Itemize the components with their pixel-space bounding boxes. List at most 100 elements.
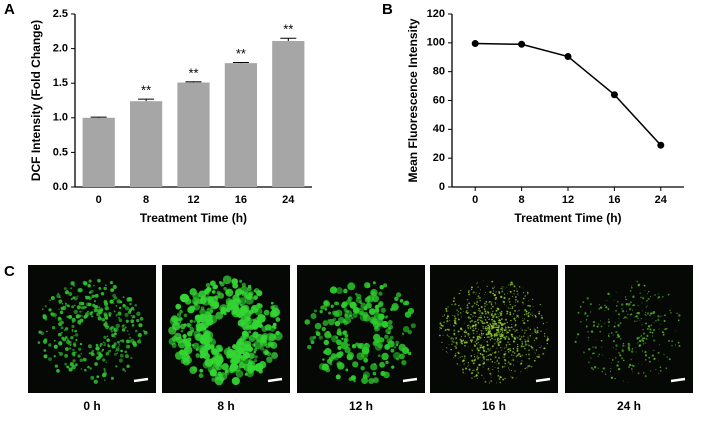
dot (482, 356, 485, 359)
dot (616, 364, 619, 367)
dot (58, 301, 61, 304)
dot (504, 362, 506, 365)
dot (473, 356, 476, 358)
dot (642, 328, 644, 331)
dot (523, 318, 526, 320)
dot (467, 346, 469, 348)
dot (470, 309, 472, 311)
dot (443, 321, 445, 323)
dot (194, 314, 203, 323)
dot (218, 281, 223, 285)
dot (513, 293, 515, 295)
dot (352, 312, 358, 318)
dot (463, 322, 465, 324)
dot (627, 342, 631, 346)
dot (492, 324, 495, 327)
dot (181, 356, 188, 363)
dot (247, 286, 252, 292)
dot (615, 292, 617, 293)
dot (256, 290, 263, 297)
dot (507, 292, 508, 294)
dot (497, 337, 499, 340)
dot (229, 351, 237, 360)
dot (212, 355, 219, 362)
dot (270, 301, 274, 305)
dot (96, 375, 100, 379)
dot (460, 336, 462, 338)
image-frame (430, 265, 558, 393)
dot (644, 314, 646, 316)
bar (224, 63, 258, 187)
dot (493, 339, 495, 341)
dot (483, 312, 485, 314)
dot (463, 363, 465, 365)
dot (527, 292, 529, 295)
dot (476, 330, 478, 333)
dot (472, 336, 475, 339)
dot (461, 368, 465, 371)
dot (448, 336, 450, 338)
dot (478, 307, 480, 310)
dot (130, 299, 133, 302)
dot (475, 325, 476, 326)
dot (540, 330, 542, 332)
dot (211, 377, 216, 382)
dot (68, 343, 70, 346)
dot (356, 307, 365, 315)
dot (254, 355, 258, 359)
dot (598, 307, 601, 310)
dot (136, 311, 141, 316)
dot (54, 364, 59, 368)
dot (460, 339, 463, 343)
dot (360, 366, 365, 371)
dot (520, 371, 522, 372)
dot (514, 325, 516, 327)
dot (507, 348, 510, 351)
dot (504, 326, 506, 328)
dot (175, 336, 183, 344)
dot (479, 336, 482, 339)
dot (113, 327, 116, 330)
dot (64, 303, 68, 307)
dot (612, 340, 615, 343)
dot (662, 296, 664, 298)
dot (447, 352, 448, 354)
dot (459, 356, 461, 358)
dot (232, 282, 239, 289)
dot (504, 318, 508, 321)
dot (456, 345, 457, 347)
dot (55, 317, 57, 319)
dot (501, 286, 503, 288)
dot (650, 296, 652, 298)
x-tick-label: 12 (187, 194, 199, 206)
dot (71, 305, 75, 309)
dot (658, 373, 660, 375)
y-tick-label: 2.5 (53, 8, 68, 20)
dot (491, 360, 494, 363)
dot (522, 335, 525, 338)
dot (446, 320, 449, 323)
y-tick-label: 1.0 (53, 112, 68, 124)
dot (328, 311, 332, 315)
dot (93, 300, 96, 303)
dot (222, 275, 232, 285)
dot (453, 297, 456, 300)
dot (523, 321, 526, 325)
dot (528, 353, 530, 356)
dot (617, 313, 621, 316)
dot (451, 343, 453, 346)
dot (84, 306, 87, 309)
dot (321, 363, 330, 371)
dot (391, 302, 399, 311)
dot (497, 328, 499, 330)
dot (628, 366, 630, 368)
dot (481, 346, 483, 348)
dot (511, 323, 513, 325)
dot (484, 327, 487, 330)
dot (206, 286, 212, 293)
dot (615, 331, 618, 334)
dot (380, 307, 386, 313)
dot (536, 327, 539, 329)
dot (478, 316, 480, 318)
dot (489, 347, 491, 349)
